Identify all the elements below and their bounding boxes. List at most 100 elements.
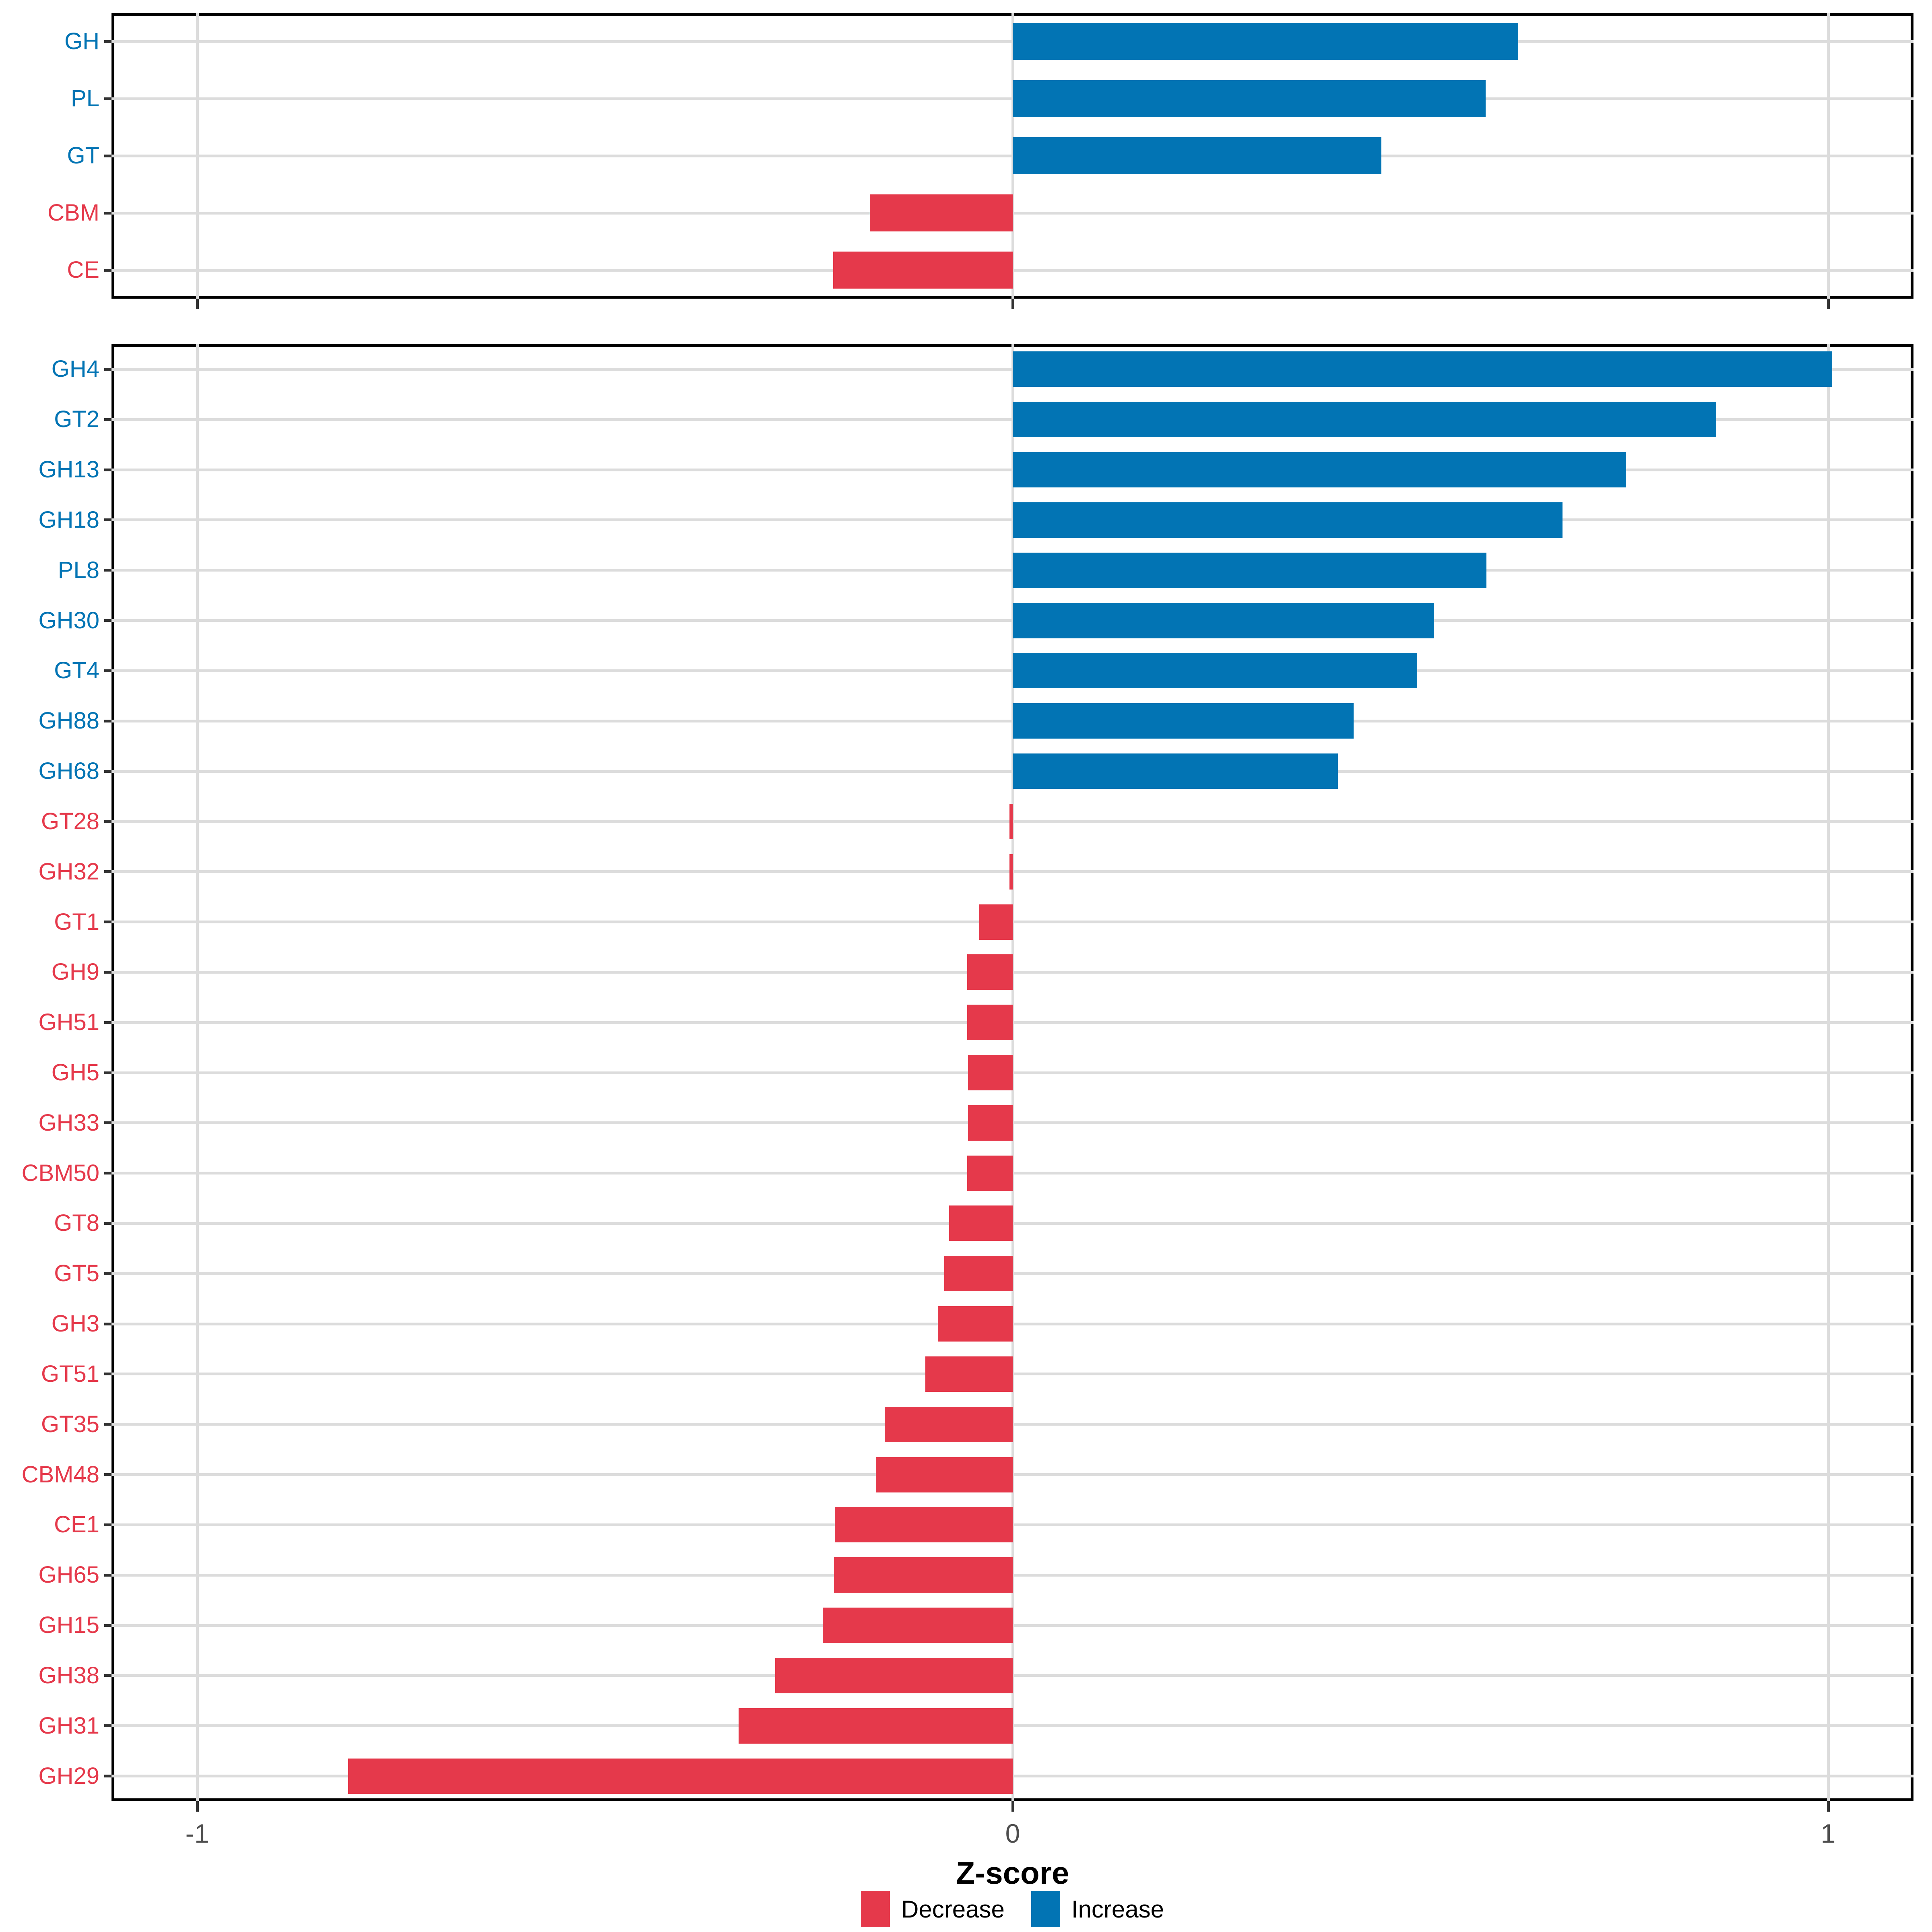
gridline-vertical--1 — [196, 344, 199, 1801]
bar-GH4 — [1013, 351, 1833, 387]
y-axis-label-PL8: PL8 — [58, 557, 99, 583]
y-axis-label-CBM: CBM — [47, 200, 99, 226]
bar-GT — [1013, 137, 1381, 174]
gridline-vertical--1 — [196, 13, 199, 299]
y-axis-label-GT8: GT8 — [54, 1210, 99, 1236]
bar-GT5 — [944, 1256, 1013, 1292]
x-axis-tick-label-1: 1 — [1821, 1818, 1836, 1848]
y-axis-tick — [104, 1121, 111, 1125]
x-axis-tick — [196, 1801, 199, 1812]
bar-CE — [833, 252, 1013, 289]
y-axis-label-GH33: GH33 — [38, 1109, 99, 1136]
y-axis-tick — [104, 569, 111, 572]
x-axis-tick — [1827, 299, 1830, 309]
bar-CBM — [870, 194, 1013, 231]
bar-CBM48 — [875, 1457, 1013, 1492]
y-axis-label-GH29: GH29 — [38, 1763, 99, 1789]
y-axis-label-GH15: GH15 — [38, 1612, 99, 1639]
y-axis-tick — [104, 870, 111, 873]
y-axis-tick — [104, 1222, 111, 1225]
bar-GH30 — [1013, 603, 1435, 638]
y-axis-tick — [104, 418, 111, 421]
y-axis-tick — [104, 1172, 111, 1175]
legend-item-decrease: Decrease — [861, 1891, 1005, 1927]
y-axis-label-GH30: GH30 — [38, 607, 99, 634]
y-axis-label-GT35: GT35 — [41, 1411, 99, 1437]
bar-GH32 — [1009, 854, 1013, 890]
y-axis-tick — [104, 367, 111, 371]
y-axis-tick — [104, 970, 111, 974]
y-axis-tick — [104, 1674, 111, 1677]
y-axis-tick — [104, 1775, 111, 1778]
y-axis-label-CE1: CE1 — [54, 1511, 99, 1538]
bar-GH18 — [1013, 502, 1563, 538]
y-axis-label-GT2: GT2 — [54, 406, 99, 433]
y-axis-tick — [104, 518, 111, 522]
bar-GH31 — [739, 1708, 1013, 1744]
x-axis-tick — [196, 299, 199, 309]
y-axis-tick — [104, 921, 111, 924]
y-axis-label-GT51: GT51 — [41, 1360, 99, 1387]
bar-GT51 — [925, 1356, 1013, 1392]
y-axis-tick — [104, 619, 111, 622]
y-axis-label-GH4: GH4 — [51, 356, 99, 382]
bar-GT2 — [1013, 402, 1717, 438]
y-axis-label-GH88: GH88 — [38, 708, 99, 734]
bar-GH38 — [775, 1657, 1013, 1693]
y-axis-tick — [104, 1573, 111, 1577]
y-axis-label-GH32: GH32 — [38, 858, 99, 885]
bar-GH29 — [348, 1758, 1013, 1794]
legend: Decrease Increase — [111, 1891, 1913, 1927]
y-axis-label-GH65: GH65 — [38, 1562, 99, 1588]
y-axis-tick — [104, 40, 111, 43]
y-axis-label-GH9: GH9 — [51, 959, 99, 985]
gridline-vertical-1 — [1827, 344, 1830, 1801]
bar-GT8 — [949, 1205, 1013, 1241]
y-axis-tick — [104, 97, 111, 100]
y-axis-tick — [104, 820, 111, 823]
y-axis-tick — [104, 1071, 111, 1074]
bar-GT35 — [884, 1406, 1013, 1442]
y-axis-label-GH: GH — [64, 28, 99, 54]
y-axis-label-GT5: GT5 — [54, 1260, 99, 1287]
y-axis-tick — [104, 1523, 111, 1526]
y-axis-label-GH13: GH13 — [38, 456, 99, 483]
legend-label-decrease: Decrease — [901, 1895, 1005, 1923]
y-axis-label-GH51: GH51 — [38, 1009, 99, 1036]
x-axis-tick — [1827, 1801, 1830, 1812]
y-axis-label-CBM48: CBM48 — [21, 1461, 99, 1488]
x-axis-tick-label-0: 0 — [1005, 1818, 1020, 1848]
x-axis-tick-label--1: -1 — [185, 1818, 209, 1848]
bar-GT1 — [979, 904, 1013, 940]
decrease-color-swatch — [861, 1891, 890, 1927]
y-axis-label-GH31: GH31 — [38, 1712, 99, 1739]
y-axis-tick — [104, 1423, 111, 1426]
y-axis-tick — [104, 1021, 111, 1024]
y-axis-tick — [104, 1272, 111, 1275]
bottom-panel — [111, 344, 1913, 1801]
bar-GH9 — [967, 954, 1013, 990]
bar-CBM50 — [967, 1155, 1013, 1191]
x-axis-title: Z-score — [956, 1855, 1069, 1891]
y-axis-label-GH18: GH18 — [38, 506, 99, 533]
bar-GH65 — [834, 1557, 1013, 1593]
y-axis-tick — [104, 669, 111, 672]
legend-label-increase: Increase — [1071, 1895, 1164, 1923]
x-axis-tick — [1011, 299, 1014, 309]
gridline-vertical-0 — [1011, 344, 1014, 1801]
bar-GH15 — [822, 1608, 1013, 1643]
y-axis-label-GH5: GH5 — [51, 1059, 99, 1086]
y-axis-tick — [104, 1322, 111, 1325]
y-axis-tick — [104, 211, 111, 215]
bar-GH3 — [937, 1306, 1013, 1342]
bar-GT28 — [1009, 803, 1013, 839]
bar-GH33 — [968, 1105, 1013, 1141]
y-axis-label-CBM50: CBM50 — [21, 1160, 99, 1186]
y-axis-tick — [104, 268, 111, 272]
bar-GH88 — [1013, 703, 1354, 739]
y-axis-label-PL: PL — [71, 85, 99, 111]
y-axis-label-GT4: GT4 — [54, 657, 99, 684]
bar-GH51 — [967, 1005, 1013, 1040]
y-axis-label-GH3: GH3 — [51, 1311, 99, 1337]
